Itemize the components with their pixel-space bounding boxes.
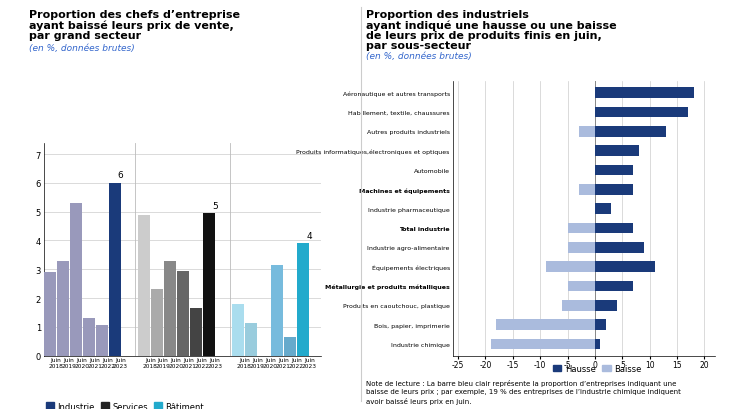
Bar <box>164 261 176 356</box>
Bar <box>57 261 69 356</box>
Bar <box>568 243 595 253</box>
Text: (en %, données brutes): (en %, données brutes) <box>366 52 472 61</box>
Bar <box>69 204 82 356</box>
Bar <box>595 300 617 311</box>
Bar <box>595 320 606 330</box>
Bar <box>272 265 283 356</box>
Text: par grand secteur: par grand secteur <box>29 31 142 40</box>
Text: ayant indiqué une hausse ou une baisse: ayant indiqué une hausse ou une baisse <box>366 20 617 31</box>
Bar <box>190 308 202 356</box>
Bar <box>138 215 150 356</box>
Bar <box>595 204 612 214</box>
Bar <box>151 290 163 356</box>
Bar <box>82 319 95 356</box>
Bar <box>595 223 634 234</box>
Bar <box>203 213 215 356</box>
Legend: Industrie, Services, Bâtiment: Industrie, Services, Bâtiment <box>42 398 207 409</box>
Text: 4: 4 <box>307 231 312 240</box>
Text: Proportion des industriels: Proportion des industriels <box>366 10 529 20</box>
Bar <box>491 339 595 350</box>
Bar <box>595 88 694 99</box>
Text: (en %, données brutes): (en %, données brutes) <box>29 44 135 53</box>
Text: 5: 5 <box>212 201 218 210</box>
Bar <box>579 127 595 137</box>
Text: ayant baissé leurs prix de vente,: ayant baissé leurs prix de vente, <box>29 20 234 31</box>
Bar <box>595 108 688 118</box>
Bar <box>595 262 656 272</box>
Bar <box>109 183 120 356</box>
Bar <box>496 320 595 330</box>
Bar <box>44 272 55 356</box>
Bar <box>284 337 296 356</box>
Text: de leurs prix de produits finis en juin,: de leurs prix de produits finis en juin, <box>366 31 602 40</box>
Bar <box>232 304 245 356</box>
Bar <box>595 127 666 137</box>
Bar <box>177 271 189 356</box>
Bar <box>595 281 634 292</box>
Text: Note de lecture : La barre bleu clair représente la proportion d’entreprises ind: Note de lecture : La barre bleu clair re… <box>366 380 681 404</box>
Bar <box>568 223 595 234</box>
Text: 6: 6 <box>118 171 123 180</box>
Bar <box>595 165 634 176</box>
Bar <box>579 184 595 195</box>
Bar <box>96 326 107 356</box>
Bar <box>245 323 258 356</box>
Text: par sous-secteur: par sous-secteur <box>366 41 472 51</box>
Text: Proportion des chefs d’entreprise: Proportion des chefs d’entreprise <box>29 10 240 20</box>
Bar <box>297 244 310 356</box>
Bar <box>562 300 595 311</box>
Bar <box>595 243 645 253</box>
Bar <box>595 339 601 350</box>
Bar <box>546 262 595 272</box>
Bar <box>595 146 639 157</box>
Bar <box>595 184 634 195</box>
Legend: Hausse, Baisse: Hausse, Baisse <box>550 361 645 376</box>
Bar <box>568 281 595 292</box>
